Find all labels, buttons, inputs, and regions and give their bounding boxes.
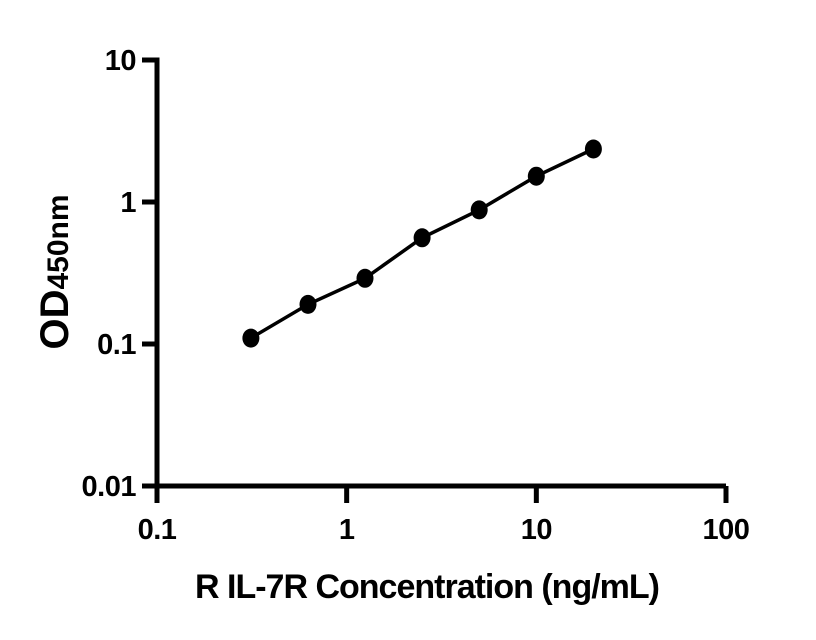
y-tick-label: 1 xyxy=(120,187,136,219)
y-tick-label: 0.1 xyxy=(97,329,136,361)
x-tick-label: 0.1 xyxy=(138,514,177,546)
y-axis-title: OD450nm xyxy=(33,194,77,349)
data-point xyxy=(242,328,260,348)
data-point xyxy=(413,228,431,248)
y-tick-label: 10 xyxy=(105,45,136,77)
x-tick-label: 100 xyxy=(703,514,750,546)
y-axis-title-main: OD xyxy=(33,290,77,350)
x-tick-label: 1 xyxy=(339,514,355,546)
y-tick-label: 0.01 xyxy=(82,471,137,503)
data-point xyxy=(356,268,374,288)
data-point xyxy=(584,139,602,159)
y-axis-title-sub: 450nm xyxy=(42,194,75,289)
data-point xyxy=(470,200,488,220)
x-axis-title: R IL-7R Concentration (ng/mL) xyxy=(195,568,659,606)
axis-frame xyxy=(154,57,726,489)
data-point xyxy=(527,166,545,186)
x-tick-label: 10 xyxy=(521,514,552,546)
data-point xyxy=(299,294,317,314)
